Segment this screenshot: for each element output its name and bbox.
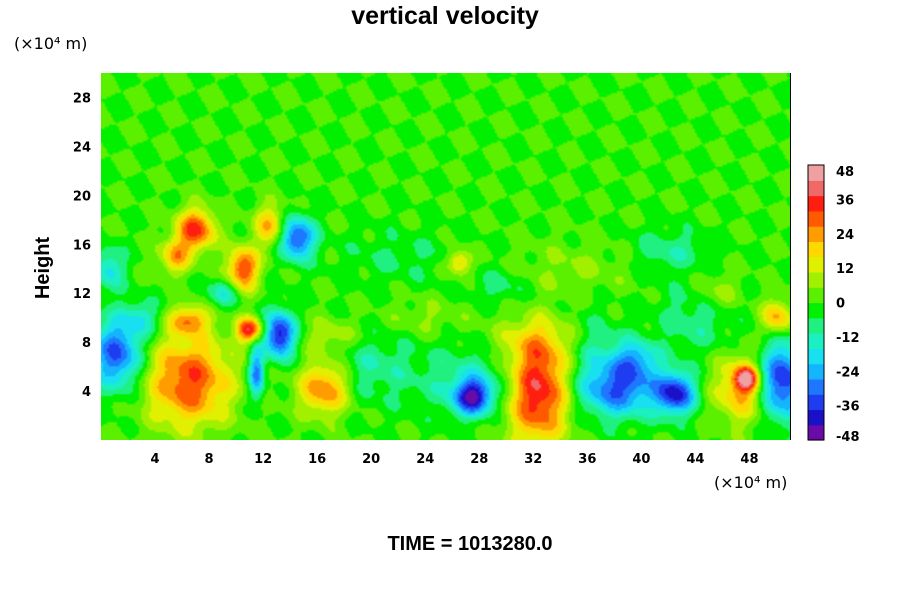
colorbar-tick-label: 48 bbox=[836, 165, 854, 180]
colorbar: 48 36 24 12 0 -12 -24 -36 -48 bbox=[807, 164, 860, 445]
x-tick-label: 8 bbox=[205, 452, 214, 467]
x-tick-label: 48 bbox=[740, 452, 758, 467]
colorbar-swatch bbox=[808, 165, 824, 181]
colorbar-swatch bbox=[808, 317, 824, 334]
colorbar-swatch bbox=[808, 271, 824, 288]
time-label: TIME = 1013280.0 bbox=[387, 533, 552, 555]
colorbar-swatch bbox=[808, 241, 824, 258]
colorbar-tick-label: 12 bbox=[836, 262, 854, 277]
x-unit-label: (×10⁴ m) bbox=[714, 473, 787, 492]
colorbar-swatch bbox=[808, 226, 824, 242]
colorbar-swatch bbox=[808, 287, 824, 304]
velocity-field bbox=[101, 73, 791, 440]
x-tick-label: 44 bbox=[686, 452, 704, 467]
colorbar-swatch bbox=[808, 210, 824, 227]
x-tick-label: 16 bbox=[308, 452, 326, 467]
colorbar-swatch bbox=[808, 394, 824, 411]
x-tick-label: 40 bbox=[632, 452, 650, 467]
y-tick-label: 4 bbox=[82, 385, 91, 400]
colorbar-swatch bbox=[808, 424, 824, 441]
x-tick-label: 36 bbox=[578, 452, 596, 467]
colorbar-tick-label: -24 bbox=[836, 365, 860, 380]
colorbar-swatch bbox=[808, 378, 824, 395]
y-tick-labels: 4 8 12 16 20 24 28 bbox=[73, 91, 91, 400]
colorbar-tick-label: -48 bbox=[836, 430, 860, 445]
x-tick-label: 12 bbox=[254, 452, 272, 467]
colorbar-swatch bbox=[808, 348, 824, 365]
y-unit-label: (×10⁴ m) bbox=[14, 34, 87, 53]
y-axis-label: Height bbox=[32, 237, 54, 300]
colorbar-tick-label: 24 bbox=[836, 228, 854, 243]
y-tick-label: 12 bbox=[73, 287, 91, 302]
colorbar-frame bbox=[807, 164, 825, 441]
y-tick-label: 28 bbox=[73, 91, 91, 106]
y-tick-label: 24 bbox=[73, 140, 91, 155]
colorbar-swatch bbox=[808, 180, 824, 197]
chart-title: vertical velocity bbox=[351, 2, 539, 30]
colorbar-swatch bbox=[808, 256, 824, 273]
y-tick-label: 16 bbox=[73, 238, 91, 253]
colorbar-swatch bbox=[808, 409, 824, 426]
plot-area bbox=[101, 73, 791, 440]
x-tick-label: 32 bbox=[524, 452, 542, 467]
x-tick-label: 4 bbox=[151, 452, 160, 467]
x-tick-label: 28 bbox=[470, 452, 488, 467]
x-tick-label: 20 bbox=[362, 452, 380, 467]
x-tick-label: 24 bbox=[416, 452, 434, 467]
colorbar-swatch bbox=[808, 333, 824, 349]
x-tick-labels: 4 8 12 16 20 24 28 32 36 40 44 48 bbox=[151, 452, 759, 467]
colorbar-tick-label: 36 bbox=[836, 193, 854, 208]
colorbar-tick-label: -36 bbox=[836, 400, 860, 415]
colorbar-tick-label: -12 bbox=[836, 331, 860, 346]
colorbar-swatch bbox=[808, 195, 824, 212]
colorbar-swatch bbox=[808, 302, 824, 319]
colorbar-swatch bbox=[808, 363, 824, 380]
y-tick-label: 20 bbox=[73, 189, 91, 204]
colorbar-tick-label: 0 bbox=[836, 297, 845, 312]
y-tick-label: 8 bbox=[82, 336, 91, 351]
